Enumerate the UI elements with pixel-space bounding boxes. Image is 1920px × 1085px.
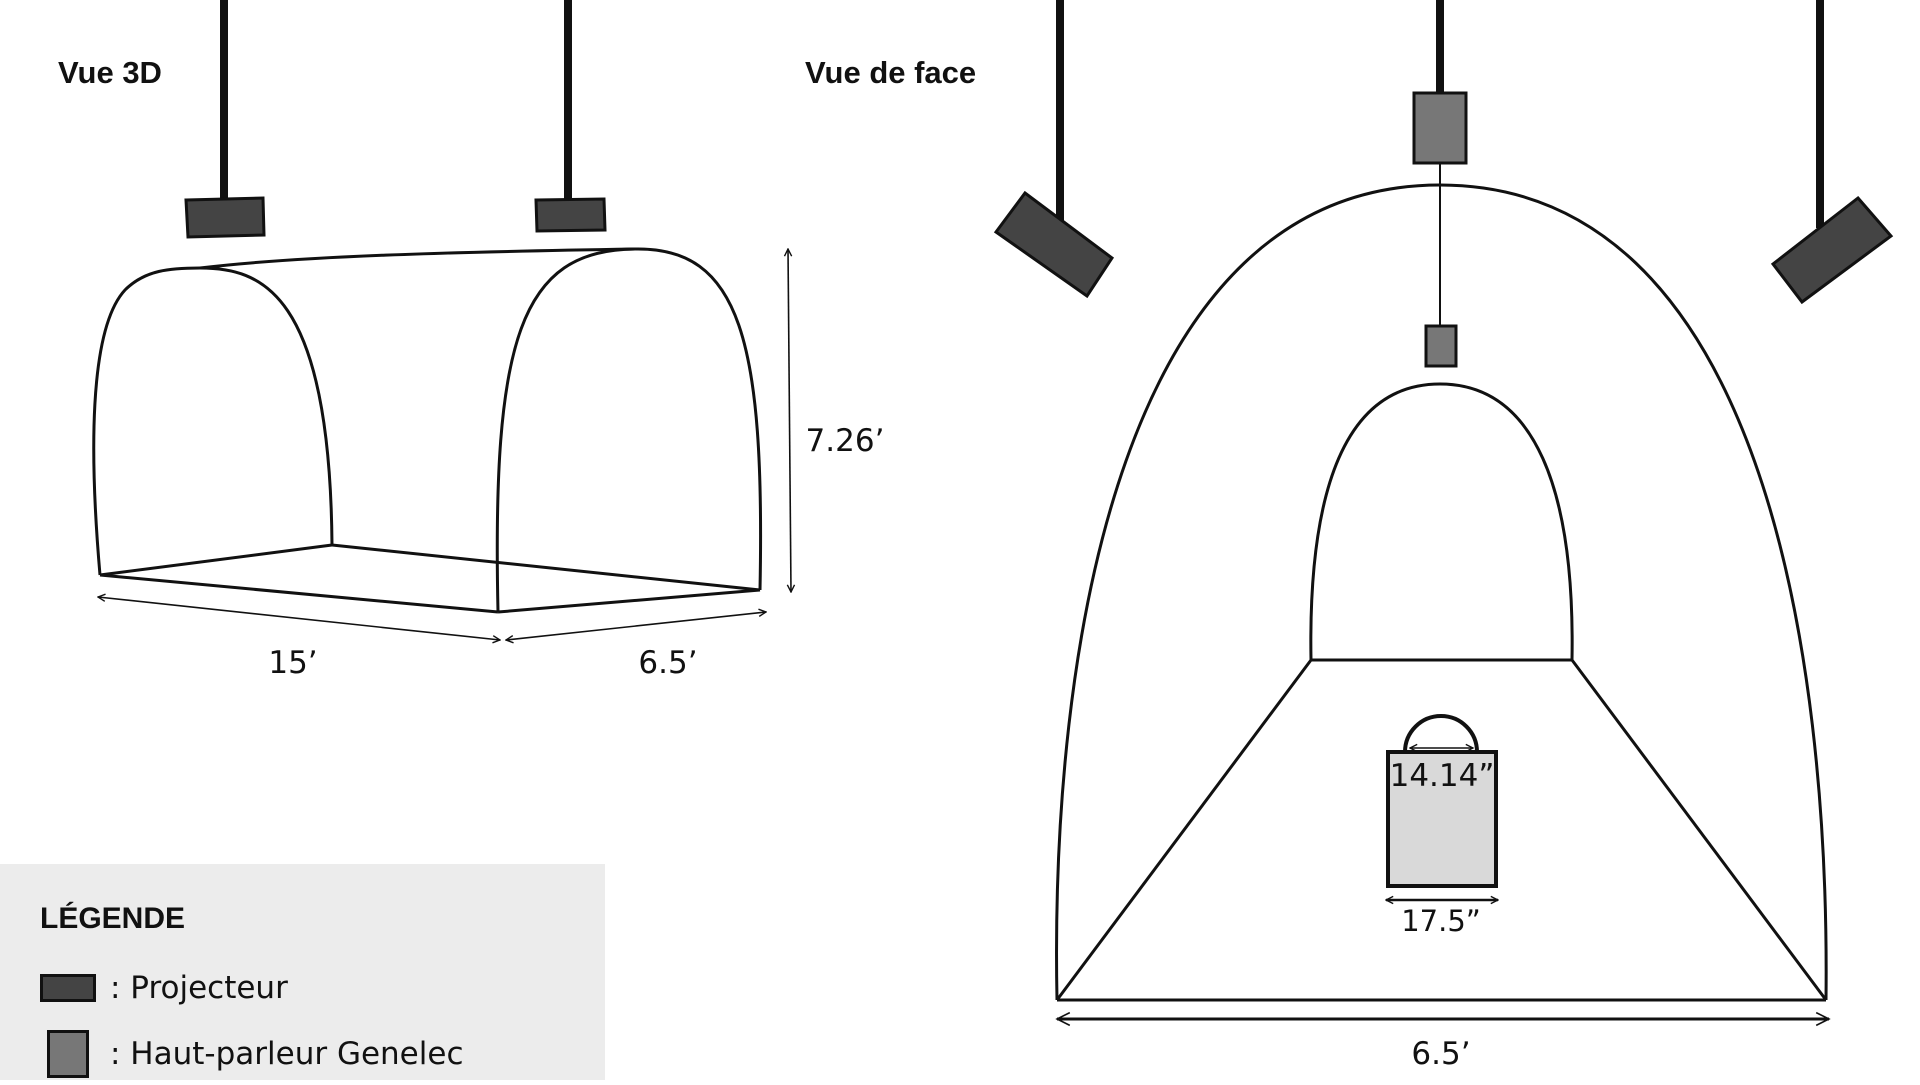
tunnel-front-outer [1057, 185, 1827, 1000]
legend-label-projector: : Projecteur [110, 970, 288, 1006]
view-3d [94, 0, 791, 640]
tunnel-front-inner [1311, 384, 1572, 660]
title-3d-view: Vue 3D [58, 55, 162, 90]
projector-3d-left [186, 198, 264, 237]
legend-label-speaker: : Haut-parleur Genelec [110, 1036, 464, 1072]
dim-label-object-width: 17.5” [1401, 904, 1481, 938]
title-front-view: Vue de face [805, 55, 977, 90]
legend-item-projector: : Projecteur [40, 968, 288, 1008]
speaker-upper [1414, 93, 1466, 163]
dim-arrow-depth [506, 612, 766, 640]
dim-label-depth: 6.5’ [638, 645, 698, 681]
dim-arrow-height [788, 249, 791, 592]
projector-3d-right [536, 199, 605, 231]
projector-front-right [1773, 198, 1891, 302]
legend-title: LÉGENDE [40, 902, 186, 935]
view-front [996, 0, 1891, 1019]
object-handle [1405, 716, 1477, 752]
speaker-swatch-icon [47, 1030, 89, 1078]
dim-label-height: 7.26’ [805, 423, 885, 459]
tunnel-3d-outline [94, 249, 761, 612]
speaker-lower [1426, 326, 1456, 366]
dim-arrow-length [98, 597, 500, 640]
dim-label-front-width: 6.5’ [1411, 1036, 1471, 1072]
projector-swatch-icon [40, 974, 96, 1002]
projector-front-left [996, 193, 1112, 296]
legend-item-speaker: : Haut-parleur Genelec [40, 1028, 464, 1080]
dim-label-length: 15’ [268, 645, 318, 681]
dim-label-object-height: 14.14” [1389, 758, 1495, 794]
legend-panel: LÉGENDE : Projecteur : Haut-parleur Gene… [0, 864, 605, 1080]
